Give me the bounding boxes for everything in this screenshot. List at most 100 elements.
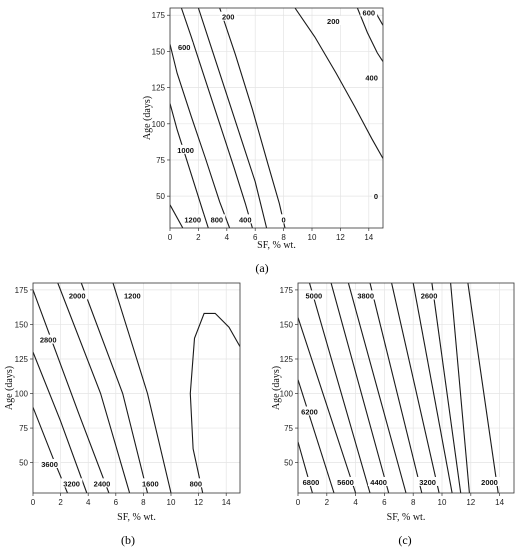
contour-label: 1200 — [184, 215, 201, 224]
x-tick-label: 12 — [336, 233, 345, 242]
contour-label-bg — [38, 458, 61, 468]
y-tick-label: 75 — [156, 156, 165, 165]
y-tick-label: 100 — [152, 120, 166, 129]
contour-line-4000 — [391, 283, 440, 493]
y-tick-label: 50 — [156, 192, 165, 201]
contour-line-1200 — [170, 204, 184, 228]
x-tick-label: 8 — [411, 498, 416, 507]
panel-label: (c) — [398, 533, 411, 547]
panel-a: 200 600 1000 1200 800 400 0 200 600 400 0 0 2 4 6 8 10 12… — [142, 7, 384, 275]
contour-line-1600 — [112, 283, 172, 493]
contour-label-bg — [175, 42, 193, 52]
contour-label-bg — [139, 478, 161, 488]
contour-label-bg — [60, 478, 83, 488]
x-tick-label: 14 — [364, 233, 373, 242]
contour-line-200 — [219, 8, 286, 228]
contour-label-bg — [279, 214, 288, 224]
y-tick-label: 175 — [280, 286, 294, 295]
contour-label: 200 — [222, 13, 235, 22]
contour-label: 600 — [363, 8, 376, 17]
contour-label: 2000 — [481, 478, 498, 487]
contour-lines — [298, 283, 499, 493]
contour-label-bg — [303, 290, 325, 300]
contour-label: 6200 — [301, 407, 318, 416]
y-axis-label: Age (days) — [271, 366, 282, 410]
y-tick-label: 150 — [15, 320, 29, 329]
contour-line-1000 — [170, 103, 209, 228]
contour-line-5200 — [330, 283, 390, 493]
contour-label: 2600 — [421, 291, 438, 300]
x-tick-label: 0 — [296, 498, 301, 507]
contour-label-bg — [360, 7, 378, 17]
contour-label-bg — [236, 214, 254, 224]
contour-line-4800 — [347, 283, 407, 493]
x-tick-label: 14 — [222, 498, 231, 507]
y-axis-label: Age (days) — [142, 96, 153, 140]
contour-label-bg — [91, 478, 113, 488]
y-tick-label: 175 — [152, 11, 166, 20]
x-tick-label: 0 — [31, 498, 36, 507]
contour-line-2000 — [80, 283, 149, 493]
contour-line-2400 — [57, 283, 131, 493]
contour-line-600 — [180, 8, 253, 228]
contour-line-6400 — [298, 379, 335, 493]
contour-line-800 — [170, 44, 231, 228]
contour-label: 0 — [282, 215, 286, 224]
x-axis-label: SF, % wt. — [387, 512, 426, 523]
y-tick-label: 150 — [152, 47, 166, 56]
contour-line-800 — [189, 312, 240, 493]
contour-label: 2800 — [40, 336, 57, 345]
contour-label: 2000 — [69, 291, 86, 300]
y-tick-label: 100 — [280, 390, 294, 399]
x-tick-label: 10 — [308, 233, 317, 242]
panel-c: 5000 3800 2600 6200 6800 5600 4400 3200 2000 0 2 4 6… — [271, 282, 515, 547]
contour-line-400 — [356, 8, 383, 62]
contour-label-bg — [416, 476, 439, 486]
contour-lines — [170, 8, 383, 228]
panel-label: (a) — [255, 261, 268, 275]
plot-frame — [169, 7, 384, 229]
contour-lines — [33, 283, 240, 493]
contour-label: 800 — [190, 479, 203, 488]
contour-label-bg — [363, 72, 381, 82]
contour-label-bg — [478, 476, 501, 486]
contour-line-3200 — [431, 283, 462, 493]
contour-line-6000 — [298, 317, 357, 493]
x-tick-label: 4 — [86, 498, 91, 507]
contour-label-bg — [298, 406, 321, 416]
contour-label: 6800 — [303, 478, 320, 487]
x-tick-label: 6 — [253, 233, 258, 242]
y-tick-label: 75 — [284, 424, 293, 433]
x-tick-label: 4 — [225, 233, 230, 242]
contour-label-bg — [219, 11, 237, 21]
contour-label-bg — [354, 290, 377, 300]
y-tick-label: 50 — [284, 459, 293, 468]
x-tick-label: 14 — [495, 498, 504, 507]
contour-line-2800 — [33, 289, 110, 493]
contour-label-bg — [37, 334, 59, 344]
plot-frame — [297, 282, 515, 494]
x-tick-label: 2 — [196, 233, 201, 242]
contour-label-bg — [372, 191, 380, 201]
contour-label: 2400 — [94, 479, 111, 488]
contour-line-3600 — [412, 283, 453, 493]
contour-label-bg — [324, 16, 342, 26]
x-tick-label: 12 — [194, 498, 203, 507]
contour-label: 3200 — [63, 479, 80, 488]
y-tick-label: 50 — [19, 459, 28, 468]
y-tick-label: 150 — [280, 320, 294, 329]
panel-b: 2000 1200 2800 3600 3200 2400 1600 800 0 2 4 6 8 10 12… — [4, 282, 241, 547]
contour-label: 400 — [239, 215, 252, 224]
x-tick-label: 2 — [325, 498, 330, 507]
x-tick-label: 10 — [167, 498, 176, 507]
y-tick-label: 125 — [280, 355, 294, 364]
contour-label-bg — [121, 290, 144, 300]
contour-label: 1600 — [142, 479, 159, 488]
contour-label-bg — [300, 476, 322, 486]
x-tick-label: 12 — [466, 498, 475, 507]
contour-line-2400 — [467, 283, 499, 493]
x-tick-label: 6 — [382, 498, 387, 507]
contour-line-4400 — [369, 283, 423, 493]
x-tick-label: 4 — [353, 498, 358, 507]
